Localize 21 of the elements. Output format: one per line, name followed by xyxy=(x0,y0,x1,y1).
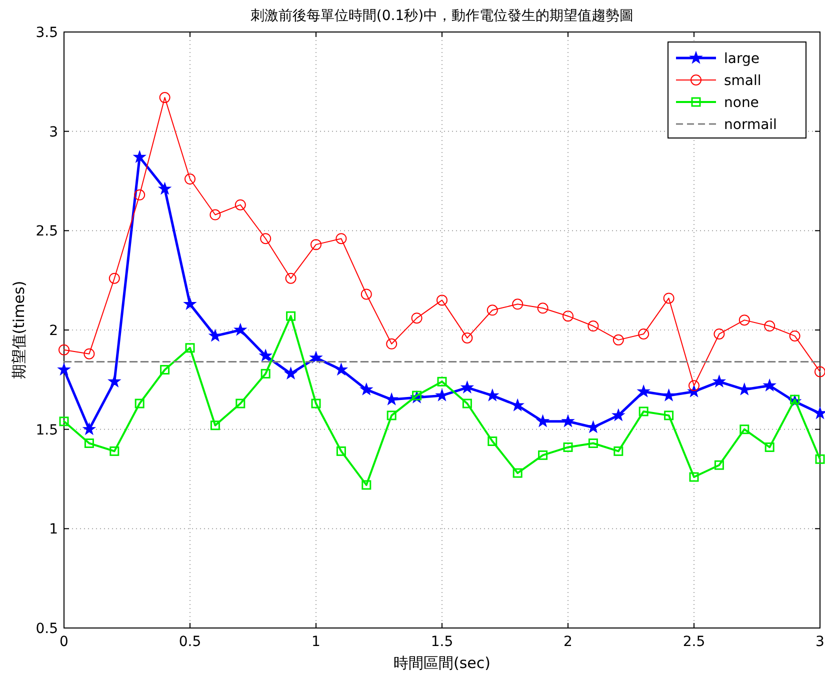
x-tick-label: 3 xyxy=(816,634,824,650)
x-tick-label: 1.5 xyxy=(430,634,454,650)
y-tick-label: 2.5 xyxy=(36,224,58,240)
x-tick-label: 2 xyxy=(564,634,572,650)
x-axis-title: 時間區間(sec) xyxy=(394,654,490,672)
y-tick-label: 2 xyxy=(49,323,58,339)
y-tick-label: 3.5 xyxy=(36,25,58,41)
legend-label: small xyxy=(724,73,762,89)
chart-title: 刺激前後每單位時間(0.1秒)中，動作電位發生的期望值趨勢圖 xyxy=(250,8,634,24)
legend-label: large xyxy=(724,51,760,67)
x-tick-label: 2.5 xyxy=(682,634,706,650)
y-axis-title: 期望值(times) xyxy=(10,280,28,380)
y-tick-label: 3 xyxy=(49,124,58,140)
y-tick-label: 0.5 xyxy=(36,621,58,637)
legend-label: normail xyxy=(724,117,777,133)
x-tick-label: 0 xyxy=(60,634,68,650)
legend-label: none xyxy=(724,95,759,111)
x-tick-label: 1 xyxy=(312,634,320,650)
y-tick-label: 1.5 xyxy=(36,422,58,438)
y-tick-label: 1 xyxy=(49,522,58,538)
x-tick-label: 0.5 xyxy=(178,634,202,650)
